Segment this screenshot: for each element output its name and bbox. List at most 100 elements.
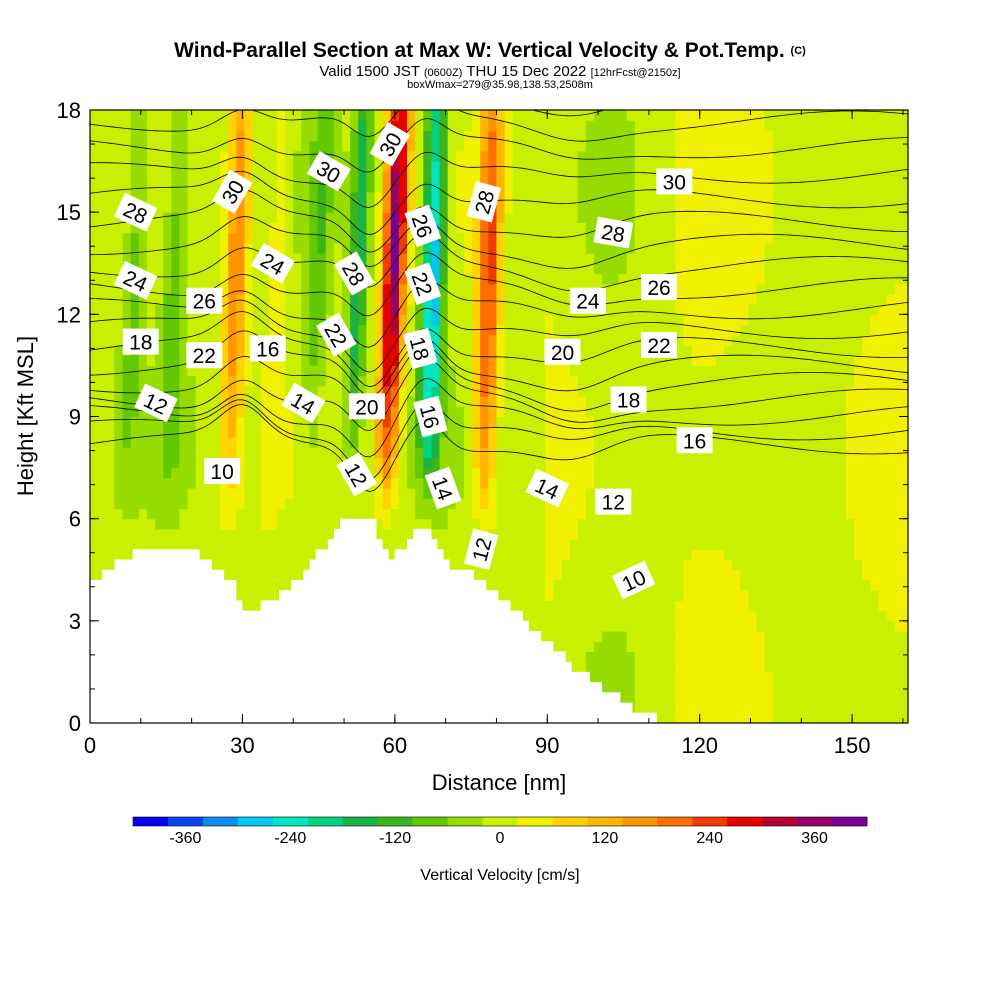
velocity-cell (276, 396, 286, 407)
velocity-cell (285, 365, 294, 377)
velocity-cell (683, 682, 693, 693)
velocity-cell (634, 600, 644, 612)
velocity-cell (163, 273, 172, 285)
velocity-cell (610, 344, 619, 356)
velocity-cell (350, 304, 359, 315)
velocity-cell (260, 171, 270, 183)
velocity-cell (707, 702, 717, 714)
velocity-cell (602, 324, 611, 336)
velocity-cell (740, 416, 750, 428)
velocity-cell (317, 222, 327, 234)
velocity-cell (691, 488, 701, 499)
velocity-cell (748, 416, 758, 428)
velocity-cell (98, 140, 107, 152)
velocity-cell (707, 528, 717, 540)
velocity-cell (675, 385, 685, 397)
subtitle-valid: Valid 1500 JST (319, 63, 419, 80)
velocity-cell (618, 682, 628, 693)
velocity-cell (293, 477, 302, 489)
velocity-cell (252, 130, 262, 142)
velocity-cell (528, 528, 538, 540)
velocity-cell (203, 263, 213, 275)
velocity-cell (455, 559, 465, 571)
velocity-cell (122, 467, 132, 479)
velocity-cell (488, 283, 498, 295)
velocity-cell (276, 406, 286, 418)
velocity-cell (398, 273, 408, 285)
velocity-cell (366, 150, 376, 162)
velocity-cell (650, 631, 660, 642)
velocity-cell (715, 130, 725, 142)
velocity-cell (211, 488, 221, 499)
velocity-cell (594, 150, 603, 162)
velocity-cell (431, 344, 441, 356)
velocity-cell (634, 631, 644, 642)
velocity-cell (285, 120, 294, 132)
velocity-cell (724, 110, 733, 121)
velocity-cell (724, 324, 733, 336)
velocity-cell (650, 181, 660, 193)
velocity-cell (325, 150, 335, 162)
velocity-cell (756, 283, 766, 295)
velocity-cell (463, 314, 473, 326)
velocity-cell (285, 375, 294, 387)
velocity-cell (699, 416, 709, 428)
velocity-cell (650, 130, 660, 142)
velocity-cell (642, 171, 652, 183)
velocity-cell (610, 559, 619, 571)
velocity-cell (98, 528, 107, 540)
velocity-cell (724, 253, 733, 264)
velocity-cell (683, 232, 693, 244)
velocity-cell (309, 355, 319, 367)
velocity-cell (659, 365, 668, 377)
velocity-cell (691, 457, 701, 469)
velocity-cell (285, 212, 294, 223)
velocity-cell (195, 242, 205, 254)
velocity-cell (407, 232, 416, 244)
velocity-cell (602, 631, 611, 642)
velocity-cell (667, 150, 676, 162)
velocity-cell (512, 120, 522, 132)
velocity-cell (447, 447, 457, 458)
velocity-cell (325, 253, 335, 264)
velocity-cell (146, 150, 156, 162)
velocity-cell (740, 344, 750, 356)
velocity-cell (122, 242, 132, 254)
velocity-cell (179, 508, 189, 520)
velocity-cell (146, 508, 156, 520)
velocity-cell (203, 314, 213, 326)
velocity-cell (537, 539, 546, 550)
velocity-cell (715, 569, 725, 581)
velocity-cell (220, 344, 229, 356)
velocity-cell (569, 130, 579, 142)
velocity-cell (252, 539, 262, 550)
velocity-cell (740, 436, 750, 448)
velocity-cell (520, 436, 530, 448)
velocity-cell (602, 682, 611, 693)
velocity-cell (553, 263, 563, 275)
velocity-cell (683, 161, 693, 172)
velocity-cell (545, 436, 554, 448)
velocity-cell (537, 518, 546, 530)
velocity-cell (585, 191, 595, 203)
velocity-cell (317, 181, 327, 193)
velocity-cell (634, 436, 644, 448)
velocity-cell (455, 528, 465, 540)
velocity-cell (618, 314, 628, 326)
velocity-cell (195, 518, 205, 530)
velocity-cell (211, 518, 221, 530)
velocity-cell (228, 436, 237, 448)
velocity-cell (333, 140, 343, 152)
velocity-cell (683, 569, 693, 581)
subtitle-date: THU 15 Dec 2022 (466, 63, 586, 80)
velocity-cell (732, 692, 741, 704)
velocity-cell (179, 355, 189, 367)
velocity-cell (650, 201, 660, 213)
velocity-cell (455, 253, 465, 264)
velocity-cell (512, 283, 522, 295)
velocity-cell (236, 140, 246, 152)
velocity-cell (480, 171, 489, 183)
velocity-cell (528, 467, 538, 479)
velocity-cell (358, 314, 367, 326)
velocity-cell (594, 334, 603, 346)
